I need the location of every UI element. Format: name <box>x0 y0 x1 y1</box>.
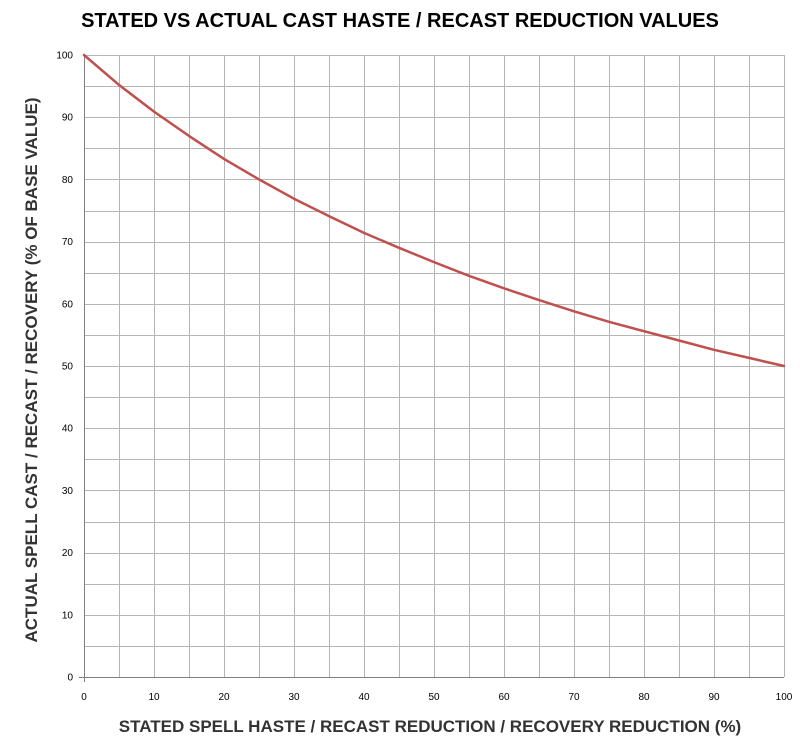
x-tick-label: 10 <box>148 692 160 703</box>
x-tick-label: 80 <box>638 692 650 703</box>
x-tick-label: 30 <box>288 692 300 703</box>
x-tick-label: 100 <box>776 692 793 703</box>
x-tick-label: 70 <box>568 692 580 703</box>
y-tick-label: 40 <box>62 424 74 435</box>
grid <box>79 55 785 682</box>
x-tick-label: 90 <box>708 692 720 703</box>
chart-title: STATED VS ACTUAL CAST HASTE / RECAST RED… <box>81 10 719 32</box>
series-layer <box>82 53 786 368</box>
y-tick-label: 20 <box>62 548 74 559</box>
y-tick-label: 0 <box>67 673 73 684</box>
x-axis-title: STATED SPELL HASTE / RECAST REDUCTION / … <box>119 717 741 736</box>
y-tick-label: 10 <box>62 610 74 621</box>
x-tick-label: 50 <box>428 692 440 703</box>
x-tick-label: 40 <box>358 692 370 703</box>
y-tick-label: 30 <box>62 486 74 497</box>
x-tick-label: 20 <box>218 692 230 703</box>
y-tick-label: 60 <box>62 299 74 310</box>
y-axis-title: ACTUAL SPELL CAST / RECAST / RECOVERY (%… <box>22 98 41 643</box>
y-tick-label: 70 <box>62 237 74 248</box>
y-tick-label: 80 <box>62 175 74 186</box>
x-tick-labels: 0 10 20 30 40 50 60 70 80 90 100 <box>81 692 793 703</box>
y-tick-label: 90 <box>62 113 74 124</box>
series-line <box>82 53 786 368</box>
y-tick-labels: 0 10 20 30 40 50 60 70 80 90 100 <box>56 51 73 684</box>
x-tick-label: 60 <box>498 692 510 703</box>
y-tick-label: 50 <box>62 362 74 373</box>
x-tick-label: 0 <box>81 692 87 703</box>
y-tick-label: 100 <box>56 51 73 62</box>
